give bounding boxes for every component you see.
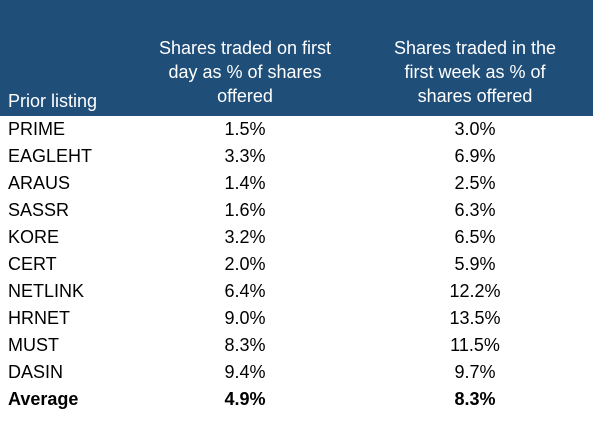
table-row: EAGLEHT 3.3% 6.9% (0, 143, 593, 170)
average-first-week-value: 8.3% (454, 389, 496, 409)
first-week-value: 5.9% (454, 254, 496, 274)
table-row: NETLINK 6.4% 12.2% (0, 278, 593, 305)
listing-name: CERT (8, 254, 57, 274)
table-header: Prior listing Shares traded on first day… (0, 0, 593, 116)
average-first-day-value: 4.9% (224, 389, 266, 409)
header-first-week-line: first week as % of (404, 62, 546, 82)
table-row: PRIME 1.5% 3.0% (0, 116, 593, 143)
first-week-value: 6.9% (454, 146, 496, 166)
first-week-value: 6.3% (454, 200, 496, 220)
first-week-value: 9.7% (454, 362, 496, 382)
first-day-value: 6.4% (224, 281, 266, 301)
header-first-day-line: offered (217, 86, 273, 106)
table-row: CERT 2.0% 5.9% (0, 251, 593, 278)
listing-name: HRNET (8, 308, 70, 328)
first-day-value: 1.6% (224, 200, 266, 220)
header-prior-listing: Prior listing (8, 91, 98, 111)
table-body: PRIME 1.5% 3.0% EAGLEHT 3.3% 6.9% ARAUS … (0, 116, 593, 413)
listing-name: MUST (8, 335, 59, 355)
listing-name: NETLINK (8, 281, 85, 301)
first-week-value: 12.2% (449, 281, 501, 301)
first-week-value: 13.5% (449, 308, 501, 328)
first-day-value: 9.0% (224, 308, 266, 328)
average-label: Average (8, 389, 79, 409)
listing-name: SASSR (8, 200, 70, 220)
header-first-week: Shares traded in the first week as % of … (370, 36, 580, 108)
first-week-value: 11.5% (450, 335, 500, 355)
first-day-value: 9.4% (224, 362, 266, 382)
listing-name: ARAUS (8, 173, 71, 193)
average-row: Average 4.9% 8.3% (0, 386, 593, 413)
first-day-value: 1.4% (224, 173, 266, 193)
first-week-value: 6.5% (454, 227, 496, 247)
header-first-week-line: Shares traded in the (393, 38, 557, 58)
table-row: KORE 3.2% 6.5% (0, 224, 593, 251)
listing-name: DASIN (8, 362, 64, 382)
table-row: SASSR 1.6% 6.3% (0, 197, 593, 224)
first-day-value: 1.5% (224, 119, 266, 139)
table-row: ARAUS 1.4% 2.5% (0, 170, 593, 197)
header-first-week-line: shares offered (417, 86, 533, 106)
table-row: HRNET 9.0% 13.5% (0, 305, 593, 332)
table-row: MUST 8.3% 11.5% (0, 332, 593, 359)
listing-name: KORE (8, 227, 60, 247)
listing-name: EAGLEHT (8, 146, 93, 166)
first-week-value: 3.0% (454, 119, 496, 139)
first-day-value: 2.0% (224, 254, 266, 274)
first-day-value: 3.3% (224, 146, 266, 166)
first-day-value: 8.3% (224, 335, 266, 355)
first-day-value: 3.2% (224, 227, 266, 247)
listing-name: PRIME (8, 119, 66, 139)
header-first-day: Shares traded on first day as % of share… (130, 36, 360, 108)
header-first-day-line: Shares traded on first (158, 38, 332, 58)
first-week-value: 2.5% (454, 173, 496, 193)
table-row: DASIN 9.4% 9.7% (0, 359, 593, 386)
header-first-day-line: day as % of shares (168, 62, 322, 82)
